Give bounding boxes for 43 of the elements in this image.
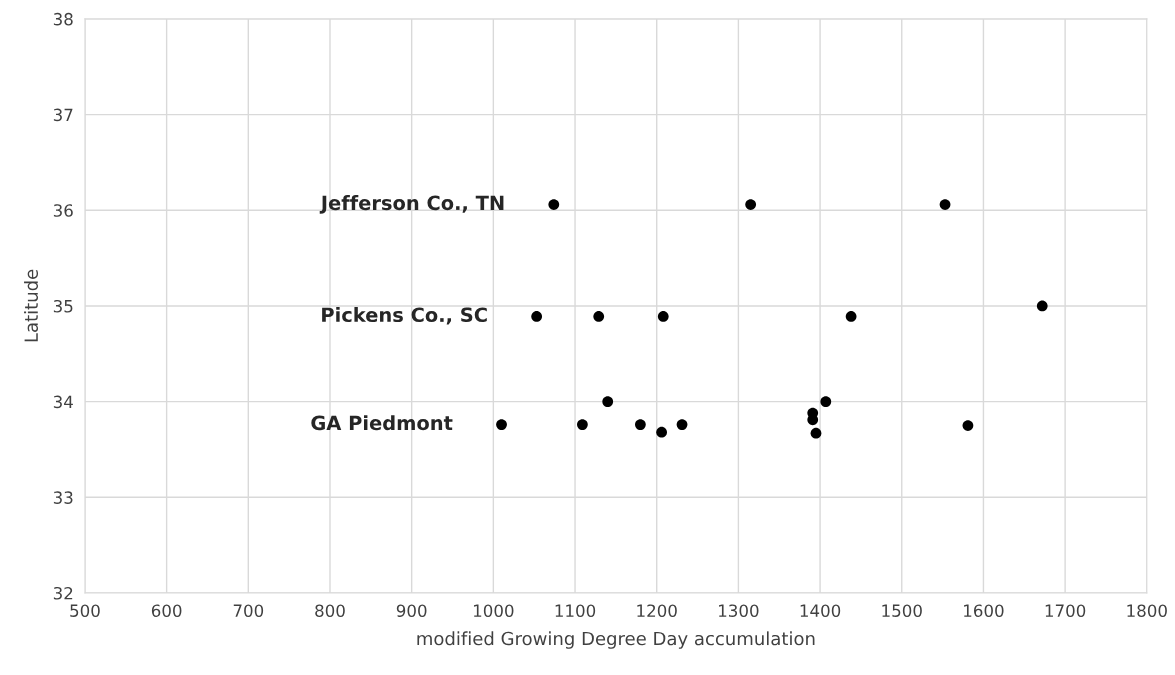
point	[496, 419, 507, 430]
y-tick-label: 33	[53, 491, 73, 504]
x-tick-label: 1600	[964, 604, 1004, 617]
point	[635, 419, 646, 430]
x-tick-label: 1700	[1045, 604, 1086, 617]
x-tick-label: 1100	[555, 604, 596, 617]
x-tick-label: 1500	[882, 604, 922, 617]
point	[593, 311, 605, 322]
x-tick-label: 800	[315, 604, 345, 617]
point	[745, 199, 757, 210]
annotation: Jefferson Co., TN	[319, 195, 504, 214]
x-tick-label: 1800	[1127, 604, 1167, 617]
x-tick-label: 1000	[473, 604, 514, 617]
x-tick-label: 1400	[800, 604, 841, 617]
y-tick-label: 38	[53, 12, 73, 26]
point	[676, 419, 688, 430]
y-tick-label: 35	[53, 299, 73, 313]
y-axis-title: Latitude	[24, 269, 39, 342]
point	[602, 396, 614, 407]
point	[548, 199, 560, 210]
y-tick-label: 34	[53, 395, 73, 409]
x-tick-label: 700	[233, 604, 264, 617]
point	[939, 199, 951, 210]
point	[1036, 300, 1048, 312]
annotation: Pickens Co., SC	[322, 307, 487, 325]
point	[657, 311, 669, 322]
y-tick-label: 36	[53, 204, 73, 217]
point	[531, 311, 543, 322]
x-axis-title: modified Growing Degree Day accumulation	[417, 631, 815, 649]
x-tick-label: 600	[151, 604, 182, 617]
annotation: GA Piedmont	[311, 415, 453, 431]
x-tick-label: 1300	[719, 604, 759, 617]
x-tick-label: 500	[70, 604, 100, 617]
y-tick-label: 32	[53, 586, 73, 600]
point	[577, 419, 588, 430]
x-tick-label: 900	[396, 604, 427, 617]
point	[656, 426, 667, 438]
point	[962, 420, 974, 431]
x-tick-label: 1200	[637, 604, 677, 617]
y-tick-label: 37	[53, 108, 73, 122]
point	[845, 311, 857, 322]
point	[810, 427, 822, 439]
point	[820, 396, 832, 407]
